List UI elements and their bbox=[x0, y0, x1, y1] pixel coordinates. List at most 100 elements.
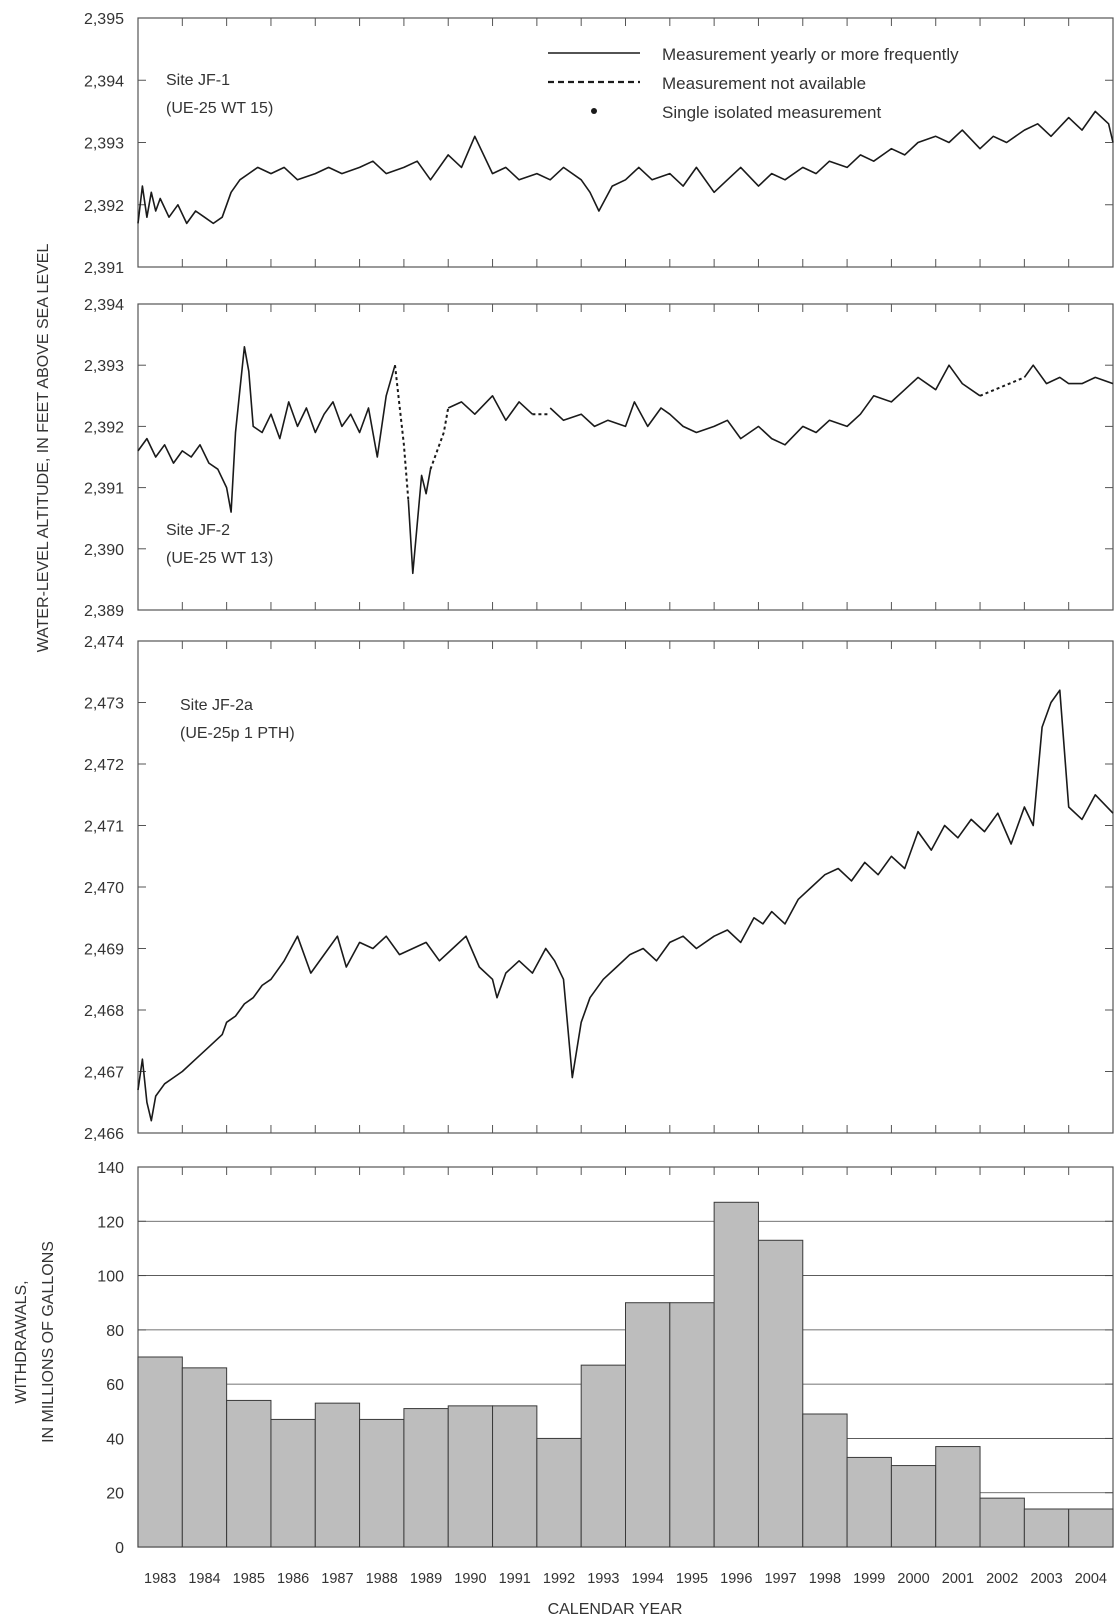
y-tick-label: 2,394 bbox=[84, 297, 124, 314]
y-tick-label: 2,469 bbox=[84, 942, 124, 959]
series-line-solid bbox=[137, 345, 396, 513]
series-line-solid bbox=[549, 364, 981, 446]
y-tick-label: 2,391 bbox=[84, 481, 124, 498]
y-tick-label: 20 bbox=[106, 1486, 124, 1503]
bar-1991 bbox=[492, 1405, 538, 1548]
site-label: Site JF-1 bbox=[166, 72, 230, 89]
bar-1983 bbox=[137, 1356, 183, 1548]
x-tick-label: 1989 bbox=[410, 1571, 442, 1587]
y-tick-label: 80 bbox=[106, 1323, 124, 1340]
x-tick-label: 1984 bbox=[188, 1571, 220, 1587]
bar-2001 bbox=[935, 1446, 981, 1548]
legend-dot-swatch bbox=[591, 108, 597, 114]
y-tick-label: 2,468 bbox=[84, 1003, 124, 1020]
bar-2003 bbox=[1023, 1508, 1070, 1548]
bar-1990 bbox=[447, 1405, 494, 1548]
y-tick-label: 2,474 bbox=[84, 634, 124, 651]
x-tick-label: 1997 bbox=[764, 1571, 796, 1587]
x-tick-label: 1999 bbox=[853, 1571, 885, 1587]
bar-1985 bbox=[226, 1399, 272, 1548]
plot-frame bbox=[137, 17, 1114, 268]
y-tick-label: 2,392 bbox=[84, 419, 124, 436]
bar-1989 bbox=[403, 1408, 449, 1548]
site-label: Site JF-2 bbox=[166, 522, 230, 539]
x-tick-label: 1983 bbox=[144, 1571, 176, 1587]
y-tick-label: 2,392 bbox=[84, 198, 124, 215]
bar-1994 bbox=[625, 1302, 671, 1548]
y-tick-label: 120 bbox=[97, 1214, 124, 1231]
y-tick-label: 0 bbox=[115, 1540, 124, 1557]
x-tick-label: 2002 bbox=[986, 1571, 1018, 1587]
panel-jf2: 2,389 2,390 2,391 2,392 2,393 2,394 Site JF-2 (… bbox=[84, 297, 1114, 620]
well-label: (UE-25p 1 PTH) bbox=[180, 725, 295, 742]
x-tick-label: 2001 bbox=[942, 1571, 974, 1587]
bar-1993 bbox=[580, 1364, 627, 1548]
series-line-dashed bbox=[429, 407, 450, 470]
series-line-solid bbox=[447, 394, 533, 422]
x-tick-label: 2000 bbox=[897, 1571, 929, 1587]
y-tick-label: 2,389 bbox=[84, 603, 124, 620]
y-tick-label: 2,467 bbox=[84, 1065, 124, 1082]
series-line-solid bbox=[407, 469, 432, 575]
well-label: (UE-25 WT 15) bbox=[166, 100, 273, 117]
x-tick-label: 1998 bbox=[809, 1571, 841, 1587]
bar-1995 bbox=[669, 1302, 715, 1548]
y-tick-label: 2,473 bbox=[84, 696, 124, 713]
y-tick-label: 2,471 bbox=[84, 819, 124, 836]
y-tick-label: 2,395 bbox=[84, 11, 124, 28]
y-tick-label: 2,394 bbox=[84, 73, 124, 90]
x-tick-label: 1995 bbox=[676, 1571, 708, 1587]
bar-1984 bbox=[181, 1367, 228, 1548]
x-tick-label: 1993 bbox=[587, 1571, 619, 1587]
y-tick-label: 2,393 bbox=[84, 358, 124, 375]
x-tick-label: 2003 bbox=[1030, 1571, 1062, 1587]
panel-jf1: 2,391 2,392 2,393 2,394 2,395 Site JF-1 (UE-25… bbox=[84, 11, 1114, 277]
bar-1986 bbox=[270, 1418, 316, 1548]
legend-solid-label: Measurement yearly or more frequently bbox=[662, 45, 959, 64]
y-tick-label: 2,393 bbox=[84, 136, 124, 153]
bar-1987 bbox=[314, 1402, 361, 1548]
bar-1996 bbox=[713, 1201, 759, 1548]
series-line-dashed bbox=[394, 365, 410, 500]
y-tick-label: 2,390 bbox=[84, 542, 124, 559]
series-line-solid bbox=[137, 110, 1114, 225]
bar-2000 bbox=[890, 1465, 937, 1548]
y-tick-label: 2,391 bbox=[84, 260, 124, 277]
bar-1997 bbox=[757, 1239, 804, 1548]
series-line-solid bbox=[137, 689, 1114, 1122]
plot-frame bbox=[137, 640, 1114, 1134]
bar-2002 bbox=[979, 1497, 1025, 1548]
y-tick-label: 140 bbox=[97, 1160, 124, 1177]
series-line-dashed bbox=[979, 376, 1025, 397]
y-tick-label: 2,472 bbox=[84, 757, 124, 774]
y-tick-label: 100 bbox=[97, 1269, 124, 1286]
y-tick-label: 2,470 bbox=[84, 880, 124, 897]
panel-jf2a: 2,466 2,467 2,468 2,469 2,470 2,471 2,472 2,473… bbox=[84, 634, 1114, 1143]
y-tick-label: 60 bbox=[106, 1377, 124, 1394]
bar-1988 bbox=[359, 1418, 405, 1548]
x-tick-label: 1996 bbox=[720, 1571, 752, 1587]
well-label: (UE-25 WT 13) bbox=[166, 550, 273, 567]
x-tick-label: 1992 bbox=[543, 1571, 575, 1587]
legend-dot-label: Single isolated measurement bbox=[662, 103, 882, 122]
legend: Measurement yearly or more frequently Me… bbox=[548, 45, 959, 122]
bar-1992 bbox=[536, 1437, 582, 1548]
water-level-axis-title: WATER-LEVEL ALTITUDE, IN FEET ABOVE SEA … bbox=[35, 244, 52, 653]
withdrawal-axis-title-line2: IN MILLIONS OF GALLONS bbox=[40, 1241, 57, 1443]
x-tick-label: 2004 bbox=[1075, 1571, 1107, 1587]
y-tick-label: 2,466 bbox=[84, 1126, 124, 1143]
x-tick-label: 1991 bbox=[499, 1571, 531, 1587]
x-tick-label: 1994 bbox=[632, 1571, 664, 1587]
bar-1999 bbox=[846, 1456, 892, 1548]
x-tick-label: 1986 bbox=[277, 1571, 309, 1587]
y-tick-label: 40 bbox=[106, 1431, 124, 1448]
x-tick-label: 1990 bbox=[454, 1571, 486, 1587]
x-tick-label: 1988 bbox=[366, 1571, 398, 1587]
x-tick-label: 1987 bbox=[321, 1571, 353, 1587]
plot-frame bbox=[137, 303, 1114, 611]
x-axis-tick-labels: 1983 1984 1985 1986 1987 1988 1989 1990 1991 1992… bbox=[144, 1571, 1107, 1587]
site-label: Site JF-2a bbox=[180, 697, 253, 714]
legend-dashed-label: Measurement not available bbox=[662, 74, 866, 93]
series-line-solid bbox=[1023, 364, 1114, 385]
